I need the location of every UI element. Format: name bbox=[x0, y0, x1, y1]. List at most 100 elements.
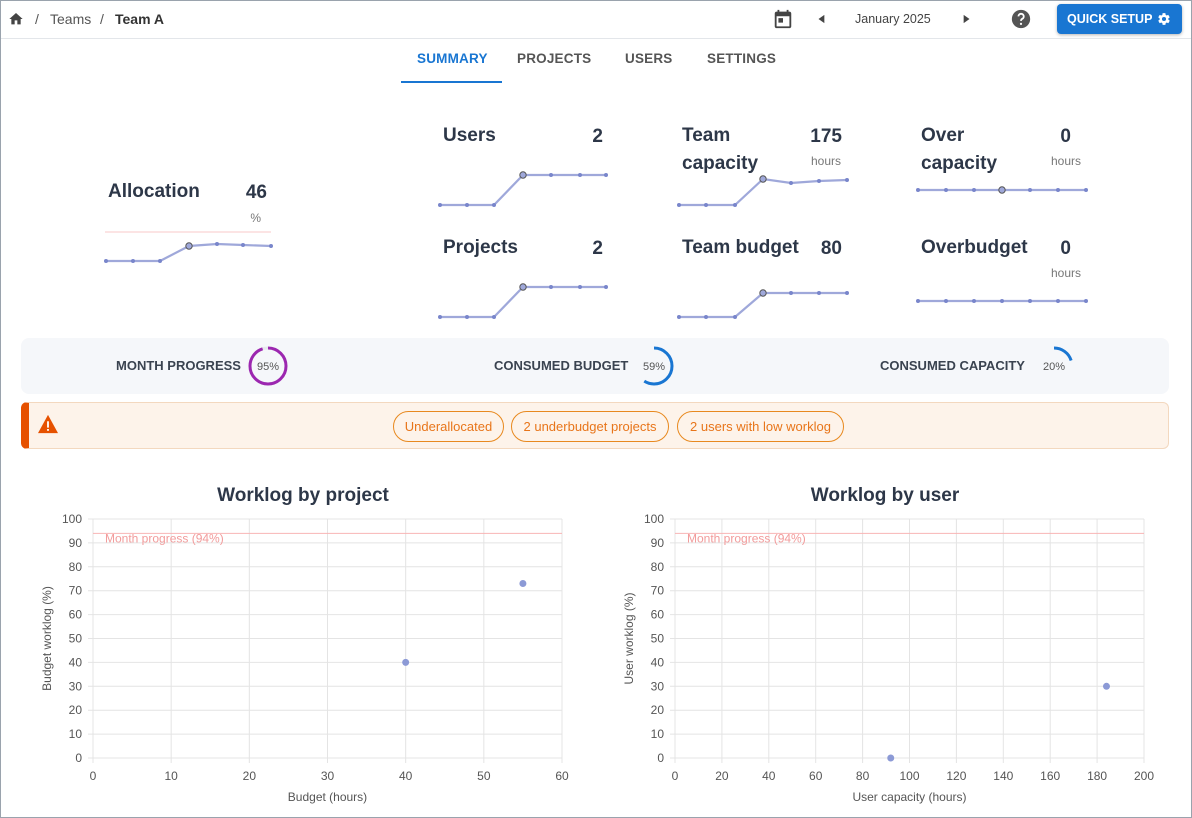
x-tick-label: 120 bbox=[946, 769, 966, 783]
overbudget-value: 0 bbox=[1060, 238, 1071, 259]
y-tick-label: 50 bbox=[69, 632, 83, 646]
team-capacity-value: 175 bbox=[810, 126, 842, 147]
y-tick-label: 10 bbox=[69, 727, 83, 741]
alert-banner: Underallocated 2 underbudget projects 2 … bbox=[21, 402, 1169, 449]
team-budget-value: 80 bbox=[820, 238, 842, 259]
tab-summary[interactable]: SUMMARY bbox=[417, 51, 488, 66]
reference-line-label: Month progress (94%) bbox=[105, 531, 224, 545]
quick-setup-label: QUICK SETUP bbox=[1067, 12, 1153, 26]
consumed-budget-text: 59% bbox=[643, 361, 665, 373]
y-tick-label: 30 bbox=[651, 679, 665, 693]
allocation-value: 46 bbox=[245, 182, 267, 203]
alert-chip-low-worklog[interactable]: 2 users with low worklog bbox=[677, 411, 844, 442]
x-tick-label: 40 bbox=[399, 769, 413, 783]
y-tick-label: 80 bbox=[69, 560, 83, 574]
month-progress-label: MONTH PROGRESS bbox=[116, 358, 241, 373]
chart-title-project: Worklog by project bbox=[217, 485, 389, 506]
over-capacity-label: Over capacity bbox=[921, 125, 998, 174]
current-month: January 2025 bbox=[855, 12, 931, 26]
consumed-budget-ring: 59% bbox=[634, 346, 674, 386]
x-axis-label: User capacity (hours) bbox=[852, 790, 966, 804]
projects-value: 2 bbox=[592, 238, 603, 259]
y-tick-label: 0 bbox=[75, 751, 82, 765]
y-tick-label: 60 bbox=[651, 608, 665, 622]
calendar-icon[interactable] bbox=[772, 8, 794, 30]
y-tick-label: 30 bbox=[69, 679, 83, 693]
alert-chip-underallocated[interactable]: Underallocated bbox=[393, 411, 504, 442]
breadcrumb-separator: / bbox=[35, 11, 39, 27]
quick-setup-button[interactable]: QUICK SETUP bbox=[1057, 4, 1182, 34]
over-capacity-unit: hours bbox=[1050, 154, 1081, 168]
x-tick-label: 60 bbox=[809, 769, 823, 783]
help-icon[interactable] bbox=[1010, 8, 1032, 30]
x-tick-label: 60 bbox=[555, 769, 569, 783]
x-tick-label: 0 bbox=[90, 769, 97, 783]
reference-line-label: Month progress (94%) bbox=[687, 531, 806, 545]
tab-users[interactable]: USERS bbox=[625, 51, 673, 66]
chevron-right-icon[interactable] bbox=[959, 12, 973, 26]
y-tick-label: 10 bbox=[651, 727, 665, 741]
chevron-left-icon[interactable] bbox=[815, 12, 829, 26]
team-budget-sparkline bbox=[677, 289, 849, 319]
consumed-budget-label: CONSUMED BUDGET bbox=[494, 358, 629, 373]
x-tick-label: 20 bbox=[243, 769, 257, 783]
x-tick-label: 200 bbox=[1134, 769, 1154, 783]
active-tab-indicator bbox=[401, 81, 502, 83]
worklog-by-user-chart: 0 20 40 60 80 100 120 140 160 180 200 0 10 20 30 40 50 60… bbox=[622, 512, 1154, 804]
gear-icon bbox=[1158, 13, 1170, 25]
y-axis-label: Budget worklog (%) bbox=[40, 586, 54, 691]
users-value: 2 bbox=[592, 126, 603, 147]
y-tick-label: 90 bbox=[651, 536, 665, 550]
y-tick-label: 40 bbox=[651, 655, 665, 669]
tab-bar: SUMMARY PROJECTS USERS SETTINGS bbox=[1, 39, 1191, 84]
x-tick-label: 10 bbox=[164, 769, 178, 783]
data-point bbox=[402, 658, 410, 666]
consumed-capacity-label: CONSUMED CAPACITY bbox=[880, 358, 1025, 373]
y-tick-label: 20 bbox=[69, 703, 83, 717]
data-point bbox=[887, 754, 895, 762]
over-capacity-sparkline bbox=[916, 186, 1088, 194]
month-progress-ring: 95% bbox=[248, 346, 288, 386]
progress-strip: MONTH PROGRESS 95% CONSUMED BUDGET 59% C… bbox=[21, 338, 1169, 394]
x-tick-label: 180 bbox=[1087, 769, 1107, 783]
y-tick-label: 70 bbox=[69, 584, 83, 598]
data-point bbox=[1102, 682, 1110, 690]
consumed-capacity-ring: 20% bbox=[1034, 346, 1074, 386]
y-tick-label: 40 bbox=[69, 655, 83, 669]
home-icon[interactable] bbox=[8, 11, 24, 27]
x-axis-label: Budget (hours) bbox=[288, 790, 367, 804]
team-capacity-unit: hours bbox=[810, 154, 841, 168]
y-tick-label: 100 bbox=[644, 512, 664, 526]
y-tick-label: 90 bbox=[69, 536, 83, 550]
projects-label: Projects bbox=[443, 237, 518, 258]
y-axis-label: User worklog (%) bbox=[622, 592, 636, 684]
x-tick-label: 140 bbox=[993, 769, 1013, 783]
overbudget-unit: hours bbox=[1050, 266, 1081, 280]
tab-projects[interactable]: PROJECTS bbox=[517, 51, 592, 66]
y-tick-label: 0 bbox=[657, 751, 664, 765]
x-tick-label: 100 bbox=[899, 769, 919, 783]
x-tick-label: 160 bbox=[1040, 769, 1060, 783]
allocation-sparkline bbox=[104, 231, 273, 263]
warning-icon bbox=[38, 414, 58, 434]
overbudget-label: Overbudget bbox=[921, 237, 1028, 258]
x-tick-label: 40 bbox=[762, 769, 776, 783]
top-bar: / Teams / Team A January 2025 QUICK SETU… bbox=[1, 1, 1191, 39]
over-capacity-value: 0 bbox=[1060, 126, 1071, 147]
allocation-unit: % bbox=[250, 211, 261, 225]
worklog-by-project-chart: 0 10 20 30 40 50 60 0 10 20 30 40 50 60 70 80 90 100 Month… bbox=[40, 512, 569, 804]
breadcrumb-separator: / bbox=[100, 11, 104, 27]
chart-title-user: Worklog by user bbox=[810, 485, 960, 506]
x-tick-label: 80 bbox=[856, 769, 870, 783]
y-tick-label: 60 bbox=[69, 608, 83, 622]
y-tick-label: 20 bbox=[651, 703, 665, 717]
y-tick-label: 80 bbox=[651, 560, 665, 574]
team-capacity-sparkline bbox=[677, 175, 849, 207]
y-tick-label: 70 bbox=[651, 584, 665, 598]
breadcrumb-teams[interactable]: Teams bbox=[50, 11, 92, 27]
y-tick-label: 100 bbox=[62, 512, 82, 526]
x-tick-label: 0 bbox=[672, 769, 679, 783]
tab-settings[interactable]: SETTINGS bbox=[707, 51, 777, 66]
alert-chip-underbudget[interactable]: 2 underbudget projects bbox=[511, 411, 669, 442]
